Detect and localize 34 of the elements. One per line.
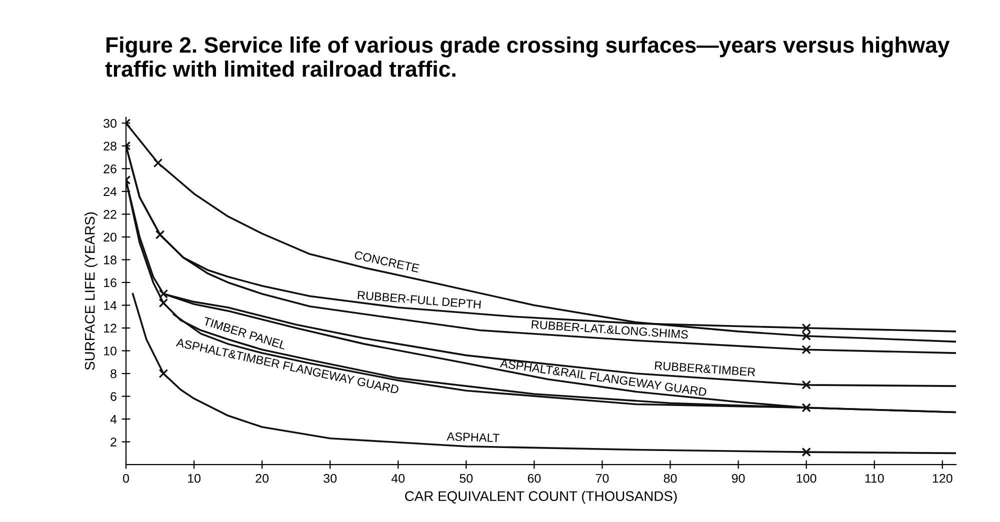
y-tick-label: 14 [104, 301, 117, 310]
y-tick-label: 8 [110, 369, 116, 378]
y-tick-label: 28 [104, 142, 116, 151]
x-tick-label: 0 [123, 474, 129, 483]
y-tick-label: 18 [104, 256, 116, 264]
series-label: RUBBER-LAT.&LONG.SHIMS [532, 320, 688, 339]
x-tick-label: 20 [256, 474, 269, 483]
x-tick-label: 40 [391, 474, 405, 483]
x-tick-label: 10 [188, 474, 200, 483]
y-tick-label: 24 [104, 187, 117, 196]
x-tick-label: 70 [596, 474, 609, 483]
x-tick-label: 60 [528, 474, 541, 483]
y-tick-label: 26 [104, 164, 116, 174]
y-tick-label: 22 [104, 210, 116, 219]
series-label: RUBBER-FULL DEPTH [358, 290, 481, 309]
y-tick-label: 2 [110, 438, 116, 446]
chart-title: Figure 2. Service life of various grade crossing surfaces—years versus highway traffic with limited railroad traffic. [105, 36, 950, 77]
x-tick-label: 120 [932, 474, 952, 483]
x-tick-label: 100 [796, 474, 816, 483]
x-axis-title: CAR EQUIVALENT COUNT (THOUSANDS) [405, 490, 677, 504]
y-tick-label: 4 [110, 414, 117, 424]
y-tick-label: 6 [110, 392, 116, 401]
y-tick-label: 20 [104, 232, 116, 242]
x-tick-label: 80 [664, 474, 677, 483]
y-tick-label: 16 [104, 278, 116, 288]
y-axis-title: SURFACE LIFE (YEARS) [84, 212, 98, 370]
x-tick-label: 30 [324, 474, 337, 483]
y-tick-label: 12 [104, 324, 116, 333]
series-label: ASPHALT [446, 432, 500, 442]
y-tick-label: 10 [104, 346, 116, 356]
x-tick-label: 50 [460, 474, 473, 483]
x-tick-label: 90 [732, 474, 745, 483]
x-tick-label: 110 [865, 474, 884, 483]
y-tick-label: 30 [104, 118, 116, 128]
